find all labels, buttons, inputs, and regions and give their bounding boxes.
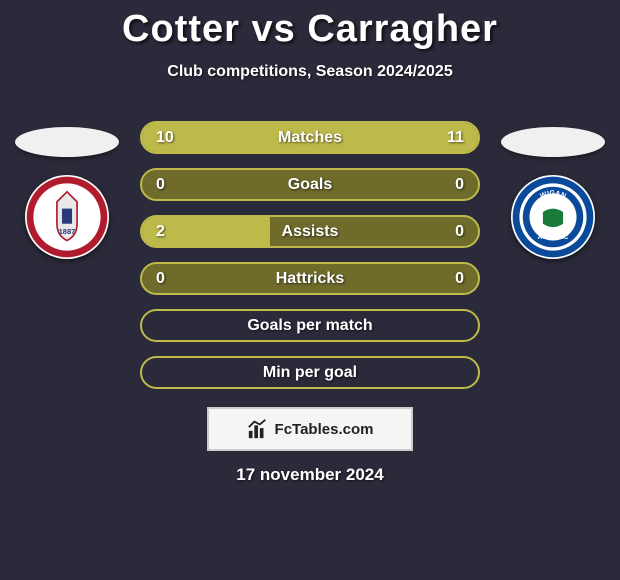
stat-label: Goals per match [142,311,478,340]
right-side: WIGAN ATHLETIC [498,121,608,259]
svg-text:ATHLETIC: ATHLETIC [538,234,569,241]
stat-value-left: 2 [156,217,165,246]
stat-bars: Matches1011Goals00Assists20Hattricks00Go… [140,121,480,389]
stat-label: Hattricks [142,264,478,293]
stat-value-right: 11 [447,123,464,152]
right-player-placeholder [501,127,605,157]
page-title: Cotter vs Carragher [0,8,620,51]
date-label: 17 november 2024 [0,465,620,485]
stat-row: Assists2 0 [140,215,480,248]
infographic: Cotter vs Carragher Club competitions, S… [0,0,620,485]
stat-row: Min per goal [140,356,480,389]
left-team-badge: 1887 [25,175,109,259]
stat-row: Goals0 0 [140,168,480,201]
stat-value-right: 0 [455,170,464,199]
content-row: 1887 Matches1011Goals00Assists20Hattrick… [0,121,620,389]
stat-label: Min per goal [142,358,478,387]
stat-value-left: 0 [156,264,165,293]
stat-label: Matches [142,123,478,152]
svg-text:1887: 1887 [59,227,76,236]
stat-value-right: 0 [455,264,464,293]
stat-row: Matches10 11 [140,121,480,154]
left-player-placeholder [15,127,119,157]
stat-value-left: 0 [156,170,165,199]
left-side: 1887 [12,121,122,259]
brand-label: FcTables.com [275,421,374,438]
page-subtitle: Club competitions, Season 2024/2025 [0,63,620,81]
stat-row: Goals per match [140,309,480,342]
stat-value-left: 10 [156,123,174,152]
chart-icon [247,418,269,440]
stat-label: Goals [142,170,478,199]
stat-label: Assists [142,217,478,246]
brand-box: FcTables.com [207,407,413,451]
right-team-badge: WIGAN ATHLETIC [511,175,595,259]
stat-value-right: 0 [455,217,464,246]
stat-row: Hattricks0 0 [140,262,480,295]
